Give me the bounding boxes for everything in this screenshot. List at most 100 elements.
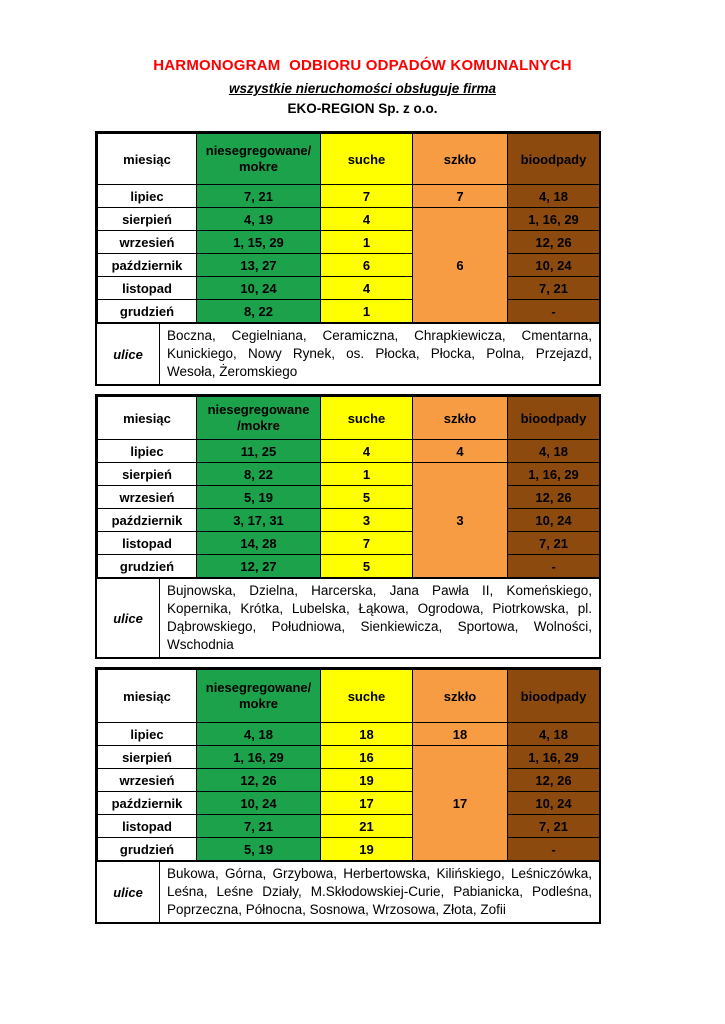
bio-dates-cell: 10, 24 [507,791,600,815]
month-cell: październik [97,508,197,532]
schedule-table: miesiąc niesegregowane/mokre suche szkło bio… [95,394,601,659]
month-cell: grudzień [97,554,197,578]
bio-dates-cell: 4, 18 [507,184,600,208]
col-header-mixed-line: /mokre [237,418,280,433]
glass-dates-cell-merged: 3 [412,462,508,578]
schedule-tables-area: miesiąc niesegregowane/mokre suche szkło bio… [95,131,601,924]
table-row: sierpień 1, 16, 29 16 17 1, 16, 29 [97,745,600,861]
mixed-dates-cell: 3, 17, 31 [196,508,321,532]
col-header-month: miesiąc [97,396,197,440]
table-row: listopad 10, 24 4 7, 21 [97,276,600,300]
mixed-dates-cell: 8, 22 [196,299,321,323]
mixed-dates-cell: 10, 24 [196,791,321,815]
dry-dates-cell: 4 [320,207,413,231]
dry-dates-cell: 1 [320,299,413,323]
bio-dates-cell: 12, 26 [507,230,600,254]
streets-label: ulice [97,862,160,922]
bio-dates-cell: 12, 26 [507,485,600,509]
dry-dates-cell: 6 [320,253,413,277]
month-cell: październik [97,253,197,277]
dry-dates-cell: 16 [320,745,413,769]
schedule-grid: miesiąc niesegregowane/mokre suche szkło bio… [97,396,600,578]
bio-dates-cell: 1, 16, 29 [507,207,600,231]
month-cell: sierpień [97,745,197,769]
streets-row: ulice Bujnowska, Dzielna, Harcerska, Jana… [97,578,599,657]
glass-dates-cell-merged: 6 [412,207,508,323]
streets-list: Bujnowska, Dzielna, Harcerska, Jana Pawł… [167,583,592,652]
streets-row: ulice Boczna, Cegielniana, Ceramiczna, Ch… [97,323,599,384]
col-header-glass: szkło [412,396,508,440]
table-row: listopad 7, 21 21 7, 21 [97,814,600,838]
dry-dates-cell: 19 [320,768,413,792]
dry-dates-cell: 1 [320,462,413,486]
col-header-month: miesiąc [97,669,197,723]
bio-dates-cell: 1, 16, 29 [507,745,600,769]
mixed-dates-cell: 7, 21 [196,814,321,838]
glass-dates-cell: 18 [412,722,508,746]
dry-dates-cell: 4 [320,439,413,463]
dry-dates-cell: 4 [320,276,413,300]
bio-dates-cell: 10, 24 [507,253,600,277]
dry-dates-cell: 18 [320,722,413,746]
table-row: grudzień 12, 27 5 - [97,554,600,578]
bio-dates-cell: 4, 18 [507,722,600,746]
mixed-dates-cell: 8, 22 [196,462,321,486]
dry-dates-cell: 7 [320,184,413,208]
schedule-table: miesiąc niesegregowane/mokre suche szkło bio… [95,667,601,924]
table-row: październik 3, 17, 31 3 10, 24 [97,508,600,532]
month-cell: wrzesień [97,485,197,509]
streets-row: ulice Bukowa, Górna, Grzybowa, Herbertows… [97,861,599,922]
col-header-mixed: niesegregowane/mokre [196,396,321,440]
table-header-row: miesiąc niesegregowane/mokre suche szkło bio… [97,133,600,185]
bio-dates-cell: 7, 21 [507,531,600,555]
glass-dates-cell: 7 [412,184,508,208]
month-cell: listopad [97,814,197,838]
col-header-bio: bioodpady [507,669,600,723]
schedule-table: miesiąc niesegregowane/mokre suche szkło bio… [95,131,601,386]
month-cell: listopad [97,276,197,300]
schedule-grid: miesiąc niesegregowane/mokre suche szkło bio… [97,669,600,861]
month-cell: grudzień [97,299,197,323]
col-header-dry: suche [320,396,413,440]
month-cell: sierpień [97,207,197,231]
glass-dates-cell-merged: 17 [412,745,508,861]
mixed-dates-cell: 1, 16, 29 [196,745,321,769]
col-header-mixed-line: niesegregowane/ [205,680,312,695]
table-row: lipiec 7, 21 7 7 4, 18 [97,184,600,208]
bio-dates-cell: - [507,299,600,323]
bio-dates-cell: - [507,554,600,578]
col-header-mixed-line: niesegregowane/ [205,143,312,158]
col-header-bio: bioodpady [507,396,600,440]
table-row: wrzesień 5, 19 5 12, 26 [97,485,600,509]
table-row: sierpień 4, 19 4 6 1, 16, 29 [97,207,600,323]
document-header: HARMONOGRAM ODBIORU ODPADÓW KOMUNALNYCH … [0,0,725,116]
month-cell: grudzień [97,837,197,861]
month-cell: sierpień [97,462,197,486]
mixed-dates-cell: 7, 21 [196,184,321,208]
col-header-mixed: niesegregowane/mokre [196,669,321,723]
streets-list: Bukowa, Górna, Grzybowa, Herbertowska, K… [167,866,592,917]
bio-dates-cell: - [507,837,600,861]
table-header-row: miesiąc niesegregowane/mokre suche szkło bio… [97,669,600,723]
table-row: grudzień 5, 19 19 - [97,837,600,861]
col-header-dry: suche [320,133,413,185]
table-row: wrzesień 1, 15, 29 1 12, 26 [97,230,600,254]
schedule-grid: miesiąc niesegregowane/mokre suche szkło bio… [97,133,600,323]
col-header-mixed-line: mokre [238,159,279,174]
table-row: sierpień 8, 22 1 3 1, 16, 29 [97,462,600,578]
mixed-dates-cell: 5, 19 [196,837,321,861]
table-header-row: miesiąc niesegregowane/mokre suche szkło bio… [97,396,600,440]
col-header-bio: bioodpady [507,133,600,185]
mixed-dates-cell: 1, 15, 29 [196,230,321,254]
mixed-dates-cell: 13, 27 [196,253,321,277]
table-row: lipiec 4, 18 18 18 4, 18 [97,722,600,746]
dry-dates-cell: 19 [320,837,413,861]
streets-label: ulice [97,324,160,384]
month-cell: lipiec [97,184,197,208]
table-row: grudzień 8, 22 1 - [97,299,600,323]
mixed-dates-cell: 4, 18 [196,722,321,746]
month-cell: październik [97,791,197,815]
month-cell: wrzesień [97,768,197,792]
document-title: HARMONOGRAM ODBIORU ODPADÓW KOMUNALNYCH [153,57,572,74]
